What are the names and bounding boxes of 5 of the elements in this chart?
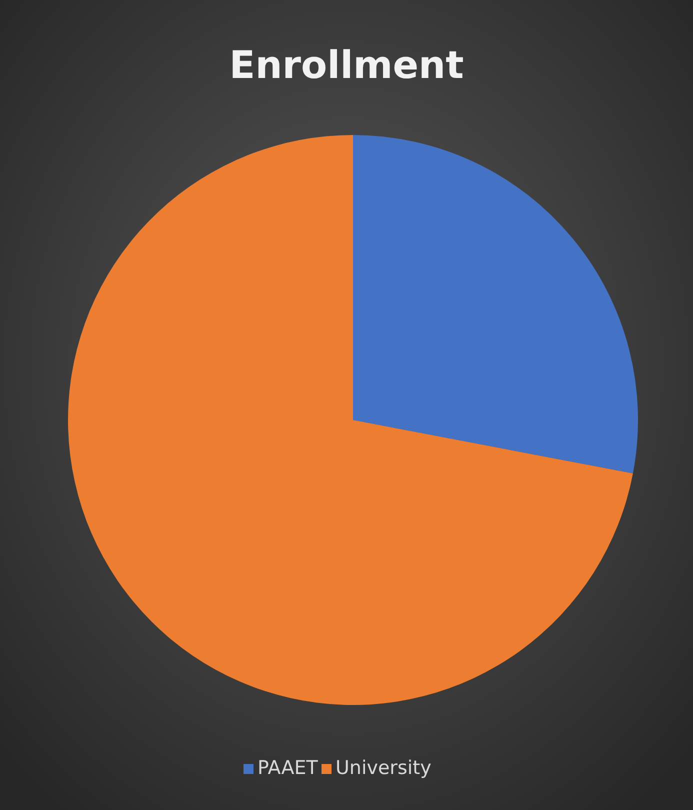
- legend-label: PAAET: [258, 757, 318, 779]
- chart-title: Enrollment: [229, 43, 464, 87]
- pie-slice: [68, 135, 633, 705]
- legend-label: University: [336, 757, 432, 779]
- pie-slice: [353, 135, 638, 474]
